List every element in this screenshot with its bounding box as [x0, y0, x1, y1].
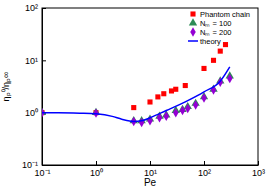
x-tick-mark [258, 161, 259, 165]
legend-label: theory [200, 37, 221, 46]
y-tick-label: 10¹ [25, 56, 38, 66]
data-point [139, 118, 144, 127]
y-tick-label: 10⁰ [25, 108, 38, 118]
data-point [164, 112, 169, 121]
data-point [155, 94, 160, 99]
x-tick: 10¹ [144, 161, 157, 178]
plot-area [42, 42, 234, 127]
x-tick-mark [150, 161, 151, 165]
x-axis: 10⁻¹10⁰10¹10²10³ [34, 161, 265, 178]
y-tick: 10⁻¹ [22, 160, 46, 170]
legend-swatch [190, 11, 195, 16]
y-axis-title: ηₚ⁰/ηₚ∞ [1, 72, 12, 102]
y-tick-mark [42, 60, 46, 61]
x-tick-label: 10⁰ [90, 168, 103, 178]
data-point [227, 74, 232, 83]
data-point [161, 91, 166, 96]
legend-swatch [189, 18, 197, 25]
y-tick-mark [42, 8, 46, 9]
y-axis-line [42, 9, 43, 166]
legend-label: Phantom chain [200, 10, 250, 19]
x-tick-label: 10³ [252, 168, 265, 178]
legend: Phantom chainNₘ = 100Nₘ = 200theory [188, 10, 250, 46]
y-tick: 10² [25, 3, 46, 13]
x-tick-mark [96, 161, 97, 165]
y-tick: 10¹ [25, 56, 46, 66]
data-point [147, 99, 152, 104]
data-point [211, 58, 216, 63]
y-tick-label: 10² [25, 3, 38, 13]
theory-line [42, 67, 230, 122]
x-tick: 10⁰ [90, 161, 103, 178]
data-point [223, 42, 228, 47]
x-tick-label: 10² [198, 168, 211, 178]
data-point [201, 93, 206, 102]
chart: 10⁻¹ 10⁰ 10¹ 10² 10³ 10⁻¹ 10⁰ 10¹ 10² Pe ηₚ⁰/ηₚ∞ Ph… [0, 0, 270, 189]
x-tick: 10³ [252, 161, 265, 178]
x-axis-title: Pe [144, 177, 157, 188]
plot-frame [42, 8, 258, 165]
data-point [173, 108, 178, 117]
legend-swatch [190, 27, 195, 36]
data-point [131, 105, 136, 110]
legend-label: Nₘ = 200 [200, 28, 231, 37]
data-point [193, 100, 198, 109]
x-tick: 10² [198, 161, 211, 178]
data-point [201, 66, 206, 71]
data-point [218, 49, 223, 54]
data-point [183, 83, 188, 88]
legend-label: Nₘ = 100 [200, 19, 231, 28]
x-axis-line [43, 165, 259, 166]
y-axis: 10⁻¹ 10⁰ 10¹ 10² [22, 3, 46, 170]
data-point [173, 87, 178, 92]
data-point [185, 104, 190, 113]
data-point [180, 106, 185, 115]
x-tick-mark [204, 161, 205, 165]
legend-swatch [188, 40, 198, 42]
y-tick-label: 10⁻¹ [22, 160, 38, 170]
y-tick-mark [42, 165, 46, 166]
